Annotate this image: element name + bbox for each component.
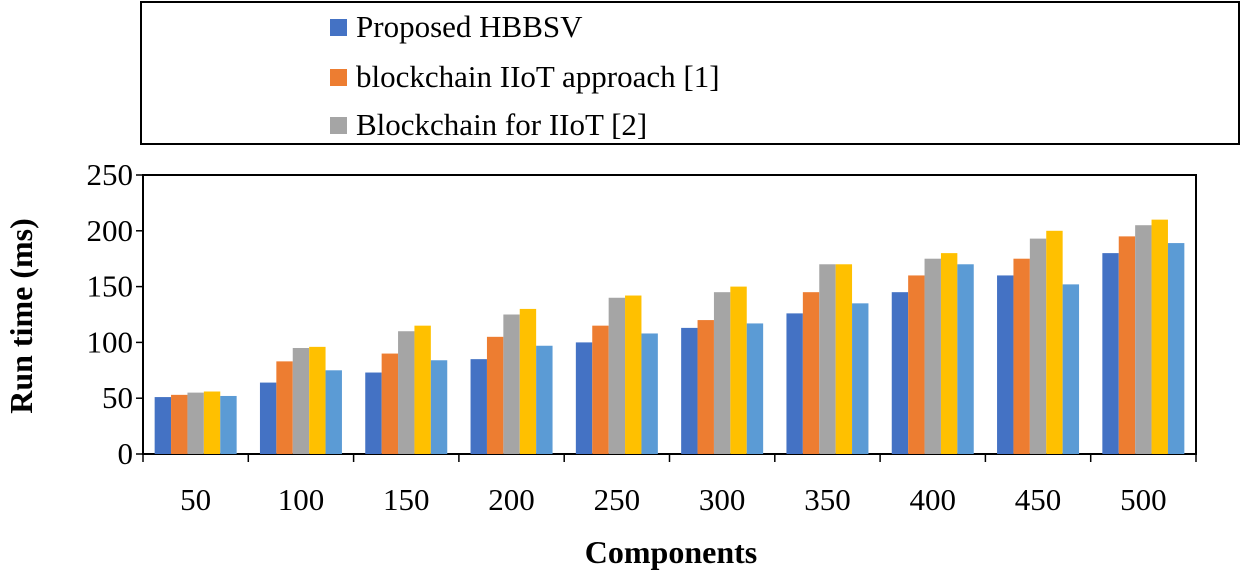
- bar-blockchain-iiot-approach-1-200: [486, 336, 504, 454]
- y-axis-title: Run time (ms): [3, 218, 39, 414]
- bar-series-5-450: [1062, 284, 1080, 454]
- bar-blockchain-iiot-approach-1-500: [1118, 236, 1136, 454]
- legend-label-proposed-hbbsv: Proposed HBBSV: [356, 9, 583, 44]
- bar-blockchain-for-iiot-2-450: [1029, 238, 1047, 454]
- x-tick-label-500: 500: [1120, 482, 1167, 517]
- bar-series-5-500: [1167, 243, 1185, 454]
- bar-series-4-300: [730, 286, 747, 454]
- legend: Proposed HBBSV blockchain IIoT approach …: [140, 1, 1240, 145]
- bar-blockchain-for-iiot-2-200: [503, 314, 520, 454]
- bar-proposed-hbbsv-350: [786, 313, 803, 454]
- bar-proposed-hbbsv-200: [470, 359, 487, 454]
- x-tick-label-250: 250: [594, 482, 641, 517]
- bar-blockchain-iiot-approach-1-300: [697, 320, 714, 454]
- bar-blockchain-for-iiot-2-400: [924, 258, 941, 454]
- bar-proposed-hbbsv-50: [154, 397, 172, 454]
- bar-proposed-hbbsv-450: [997, 275, 1014, 454]
- bar-blockchain-for-iiot-2-350: [819, 264, 836, 454]
- x-axis-title: Components: [585, 534, 757, 570]
- bar-series-4-150: [414, 325, 431, 454]
- bar-blockchain-iiot-approach-1-250: [592, 325, 609, 454]
- bar-blockchain-for-iiot-2-50: [187, 392, 204, 454]
- bar-series-5-250: [641, 333, 658, 454]
- x-tick-label-350: 350: [804, 482, 851, 517]
- bar-series-5-150: [430, 360, 448, 454]
- bar-proposed-hbbsv-400: [891, 292, 909, 454]
- x-tick-label-100: 100: [278, 482, 325, 517]
- x-tick-label-150: 150: [383, 482, 430, 517]
- bar-blockchain-for-iiot-2-250: [608, 297, 626, 454]
- bar-blockchain-iiot-approach-1-100: [276, 361, 293, 454]
- y-tick-label-100: 100: [87, 324, 134, 359]
- y-tick-label-200: 200: [87, 213, 134, 248]
- bar-proposed-hbbsv-250: [575, 342, 593, 454]
- bar-series-4-500: [1151, 219, 1168, 454]
- x-tick-label-300: 300: [699, 482, 746, 517]
- legend-entry-blockchain-iiot-approach: blockchain IIoT approach [1]: [330, 57, 720, 97]
- y-tick-label-50: 50: [102, 380, 133, 415]
- legend-swatch-blockchain-for-iiot: [330, 116, 347, 134]
- bar-proposed-hbbsv-500: [1102, 253, 1119, 454]
- legend-entry-blockchain-for-iiot: Blockchain for IIoT [2]: [330, 105, 647, 145]
- bar-series-5-200: [536, 345, 553, 454]
- y-tick-label-150: 150: [87, 269, 134, 304]
- bar-blockchain-iiot-approach-1-450: [1013, 258, 1030, 454]
- legend-label-blockchain-for-iiot: Blockchain for IIoT [2]: [356, 107, 648, 142]
- bar-blockchain-for-iiot-2-300: [713, 292, 731, 454]
- bar-series-5-300: [746, 323, 764, 454]
- legend-entry-proposed-hbbsv: Proposed HBBSV: [330, 7, 583, 47]
- bar-series-4-250: [625, 295, 642, 454]
- bar-blockchain-for-iiot-2-500: [1135, 225, 1152, 454]
- bar-series-4-450: [1046, 230, 1063, 454]
- bar-series-5-350: [852, 303, 869, 454]
- bars-group: [154, 219, 1185, 454]
- y-tick-label-0: 0: [118, 436, 134, 471]
- x-tick-label-200: 200: [488, 482, 535, 517]
- bar-series-4-200: [519, 308, 537, 454]
- bar-proposed-hbbsv-100: [259, 382, 277, 454]
- x-tick-label-450: 450: [1015, 482, 1062, 517]
- x-tick-label-50: 50: [180, 482, 211, 517]
- legend-swatch-blockchain-iiot-approach: [330, 68, 347, 86]
- legend-swatch-proposed-hbbsv: [330, 18, 347, 36]
- bar-blockchain-iiot-approach-1-350: [802, 292, 820, 454]
- bar-blockchain-iiot-approach-1-150: [381, 353, 399, 454]
- bar-blockchain-for-iiot-2-100: [292, 347, 310, 454]
- legend-label-blockchain-iiot-approach: blockchain IIoT approach [1]: [356, 59, 720, 94]
- bar-series-5-50: [220, 395, 237, 454]
- bar-blockchain-for-iiot-2-150: [398, 331, 415, 454]
- bar-series-4-100: [309, 346, 326, 454]
- bar-blockchain-iiot-approach-1-50: [171, 394, 188, 454]
- x-axis: 50 100 150 200 250 300 350 400 450 500: [142, 454, 1197, 517]
- bar-blockchain-iiot-approach-1-400: [908, 275, 925, 454]
- bar-proposed-hbbsv-150: [365, 372, 382, 454]
- bar-series-4-350: [835, 264, 853, 454]
- bar-series-4-400: [940, 253, 958, 454]
- bar-series-4-50: [203, 391, 221, 454]
- x-tick-label-400: 400: [910, 482, 957, 517]
- y-axis: 0 50 100 150 200 250: [87, 157, 143, 471]
- bar-series-5-400: [957, 264, 974, 454]
- y-tick-label-250: 250: [87, 157, 134, 192]
- bar-proposed-hbbsv-300: [681, 327, 698, 454]
- bar-series-5-100: [325, 370, 342, 454]
